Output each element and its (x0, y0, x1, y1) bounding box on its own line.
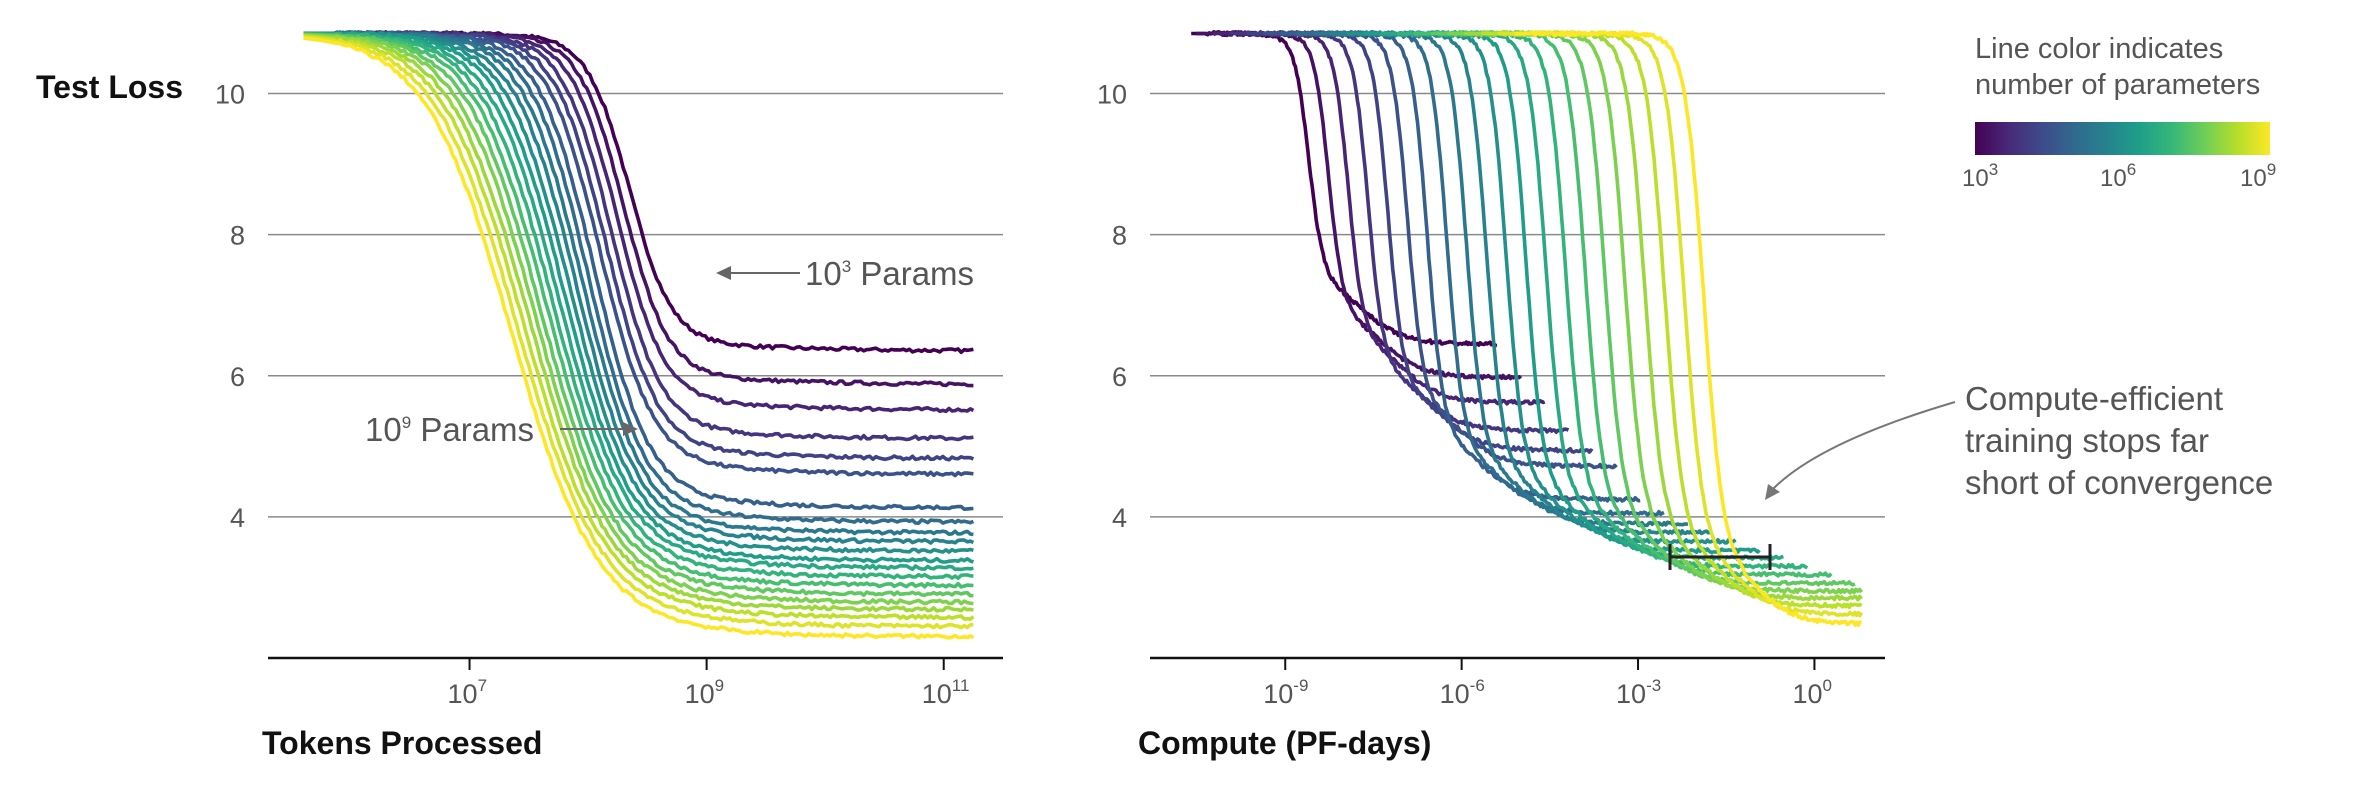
y-tick-label: 10 (215, 80, 245, 110)
colorbar-tick-1e3: 103 (1962, 160, 1998, 192)
colorbar-tick-1e6: 106 (2100, 160, 2136, 192)
y-tick-label: 6 (1112, 362, 1127, 392)
series-line (303, 32, 974, 598)
colorbar-title-line-2: number of parameters (1975, 69, 2260, 101)
right-x-axis-title: Compute (PF-days) (1138, 725, 1431, 761)
series-line (1380, 30, 1784, 562)
series-line (303, 34, 975, 621)
y-tick-label: 8 (230, 221, 245, 251)
colorbar-legend: Line color indicates number of parameter… (1962, 33, 2276, 192)
annotation-line-2: training stops far (1965, 422, 2209, 459)
left-y-ticks: 10 8 6 4 (215, 80, 245, 533)
x-tick-label: 109 (685, 676, 725, 709)
colorbar-tick-1e9: 109 (2240, 160, 2276, 192)
right-y-ticks: 10 8 6 4 (1097, 80, 1127, 533)
compute-efficient-annotation: Compute-efficient training stops far sho… (1765, 380, 2273, 501)
series-line (1229, 30, 1570, 435)
x-tick-label: 10-6 (1440, 676, 1485, 709)
annotation-line-1: Compute-efficient (1965, 380, 2223, 417)
right-series-lines (1190, 29, 1864, 627)
series-line (303, 33, 974, 613)
y-tick-label: 4 (1112, 503, 1127, 533)
colorbar-gradient (1975, 122, 2270, 155)
series-line (303, 30, 975, 462)
annotation-1e9-params: 109 Params (365, 411, 638, 448)
x-tick-label: 10-3 (1616, 676, 1661, 709)
series-line (1397, 29, 1809, 570)
series-line (303, 31, 974, 581)
series-line (303, 36, 975, 640)
colorbar-title-line-1: Line color indicates (1975, 33, 2223, 65)
x-tick-label: 1011 (922, 676, 970, 709)
left-x-ticks: 107 109 1011 (448, 658, 970, 709)
series-line (1246, 30, 1594, 454)
y-tick-label: 4 (230, 503, 245, 533)
series-line (303, 32, 974, 589)
annotation-line-3: short of convergence (1965, 464, 2273, 501)
series-line (1330, 29, 1713, 536)
x-tick-label: 100 (1792, 676, 1832, 709)
right-x-ticks: 10-9 10-6 10-3 100 (1263, 658, 1832, 709)
series-line (303, 33, 974, 606)
left-chart: 10 8 6 4 107 109 1011 Test Loss Tokens Proces… (36, 29, 1003, 761)
svg-text:103 Params: 103 Params (805, 255, 974, 292)
y-tick-label: 6 (230, 362, 245, 392)
series-line (1313, 30, 1689, 528)
series-line (303, 31, 974, 572)
annotation-1e3-params: 103 Params (716, 255, 974, 292)
x-tick-label: 107 (448, 676, 488, 709)
left-x-axis-title: Tokens Processed (262, 725, 542, 761)
series-line (303, 30, 975, 564)
x-tick-label: 10-9 (1263, 676, 1308, 709)
series-line (1514, 30, 1862, 627)
series-line (303, 35, 974, 630)
left-y-axis-title: Test Loss (36, 69, 183, 105)
y-tick-label: 10 (1097, 80, 1127, 110)
svg-text:109 Params: 109 Params (365, 411, 534, 448)
left-series-lines (303, 29, 975, 640)
convergence-bracket (1668, 544, 1772, 570)
y-tick-label: 8 (1112, 221, 1127, 251)
